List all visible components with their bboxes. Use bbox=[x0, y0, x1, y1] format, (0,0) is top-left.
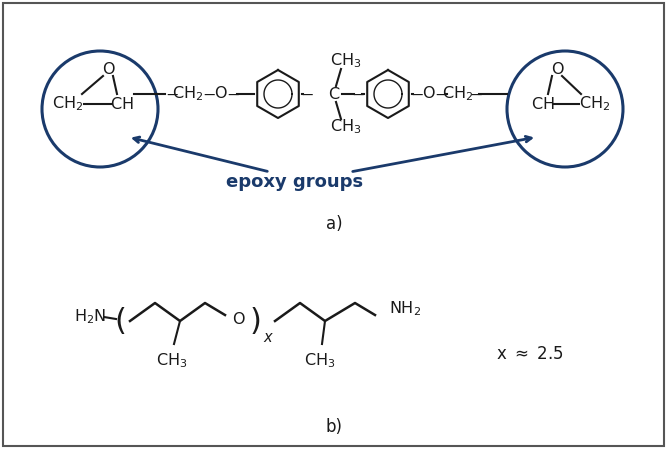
Text: ): ) bbox=[250, 307, 262, 335]
Text: $\mathregular{CH}$: $\mathregular{CH}$ bbox=[110, 96, 134, 112]
Text: $\mathregular{CH_3}$: $\mathregular{CH_3}$ bbox=[304, 352, 336, 370]
Text: x $\approx$ 2.5: x $\approx$ 2.5 bbox=[496, 345, 564, 363]
Text: $\mathregular{CH_2}$: $\mathregular{CH_2}$ bbox=[442, 85, 474, 103]
Text: a): a) bbox=[325, 215, 342, 233]
Text: $\mathregular{NH_2}$: $\mathregular{NH_2}$ bbox=[389, 299, 421, 318]
Text: $\mathregular{H_2N}$: $\mathregular{H_2N}$ bbox=[74, 308, 106, 326]
Text: $\mathregular{CH_3}$: $\mathregular{CH_3}$ bbox=[156, 352, 187, 370]
Text: epoxy groups: epoxy groups bbox=[226, 173, 364, 191]
Text: $\mathregular{CH}$: $\mathregular{CH}$ bbox=[531, 96, 555, 112]
Text: $-$: $-$ bbox=[434, 87, 448, 101]
Text: $-$: $-$ bbox=[165, 87, 179, 101]
Text: $-$: $-$ bbox=[410, 87, 424, 101]
Text: O: O bbox=[551, 62, 563, 76]
Text: $\mathregular{C}$: $\mathregular{C}$ bbox=[328, 86, 340, 102]
Text: O: O bbox=[422, 87, 434, 101]
Text: $-$: $-$ bbox=[300, 87, 314, 101]
Text: $-$: $-$ bbox=[226, 87, 240, 101]
Text: $\mathregular{CH_2}$: $\mathregular{CH_2}$ bbox=[172, 85, 203, 103]
Text: $\mathregular{CH_2}$: $\mathregular{CH_2}$ bbox=[580, 95, 611, 113]
Text: $-$: $-$ bbox=[469, 87, 483, 101]
Text: b): b) bbox=[325, 418, 342, 436]
Text: x: x bbox=[263, 330, 272, 344]
Text: (: ( bbox=[114, 307, 126, 335]
Text: O: O bbox=[213, 87, 226, 101]
Text: $\mathregular{CH_2}$: $\mathregular{CH_2}$ bbox=[52, 95, 83, 113]
Text: O: O bbox=[231, 312, 244, 326]
Text: $-$: $-$ bbox=[202, 87, 216, 101]
Text: $\mathregular{CH_3}$: $\mathregular{CH_3}$ bbox=[330, 118, 362, 136]
Text: $-$: $-$ bbox=[351, 87, 365, 101]
Text: $\mathregular{CH_3}$: $\mathregular{CH_3}$ bbox=[330, 52, 362, 70]
Text: O: O bbox=[102, 62, 114, 76]
